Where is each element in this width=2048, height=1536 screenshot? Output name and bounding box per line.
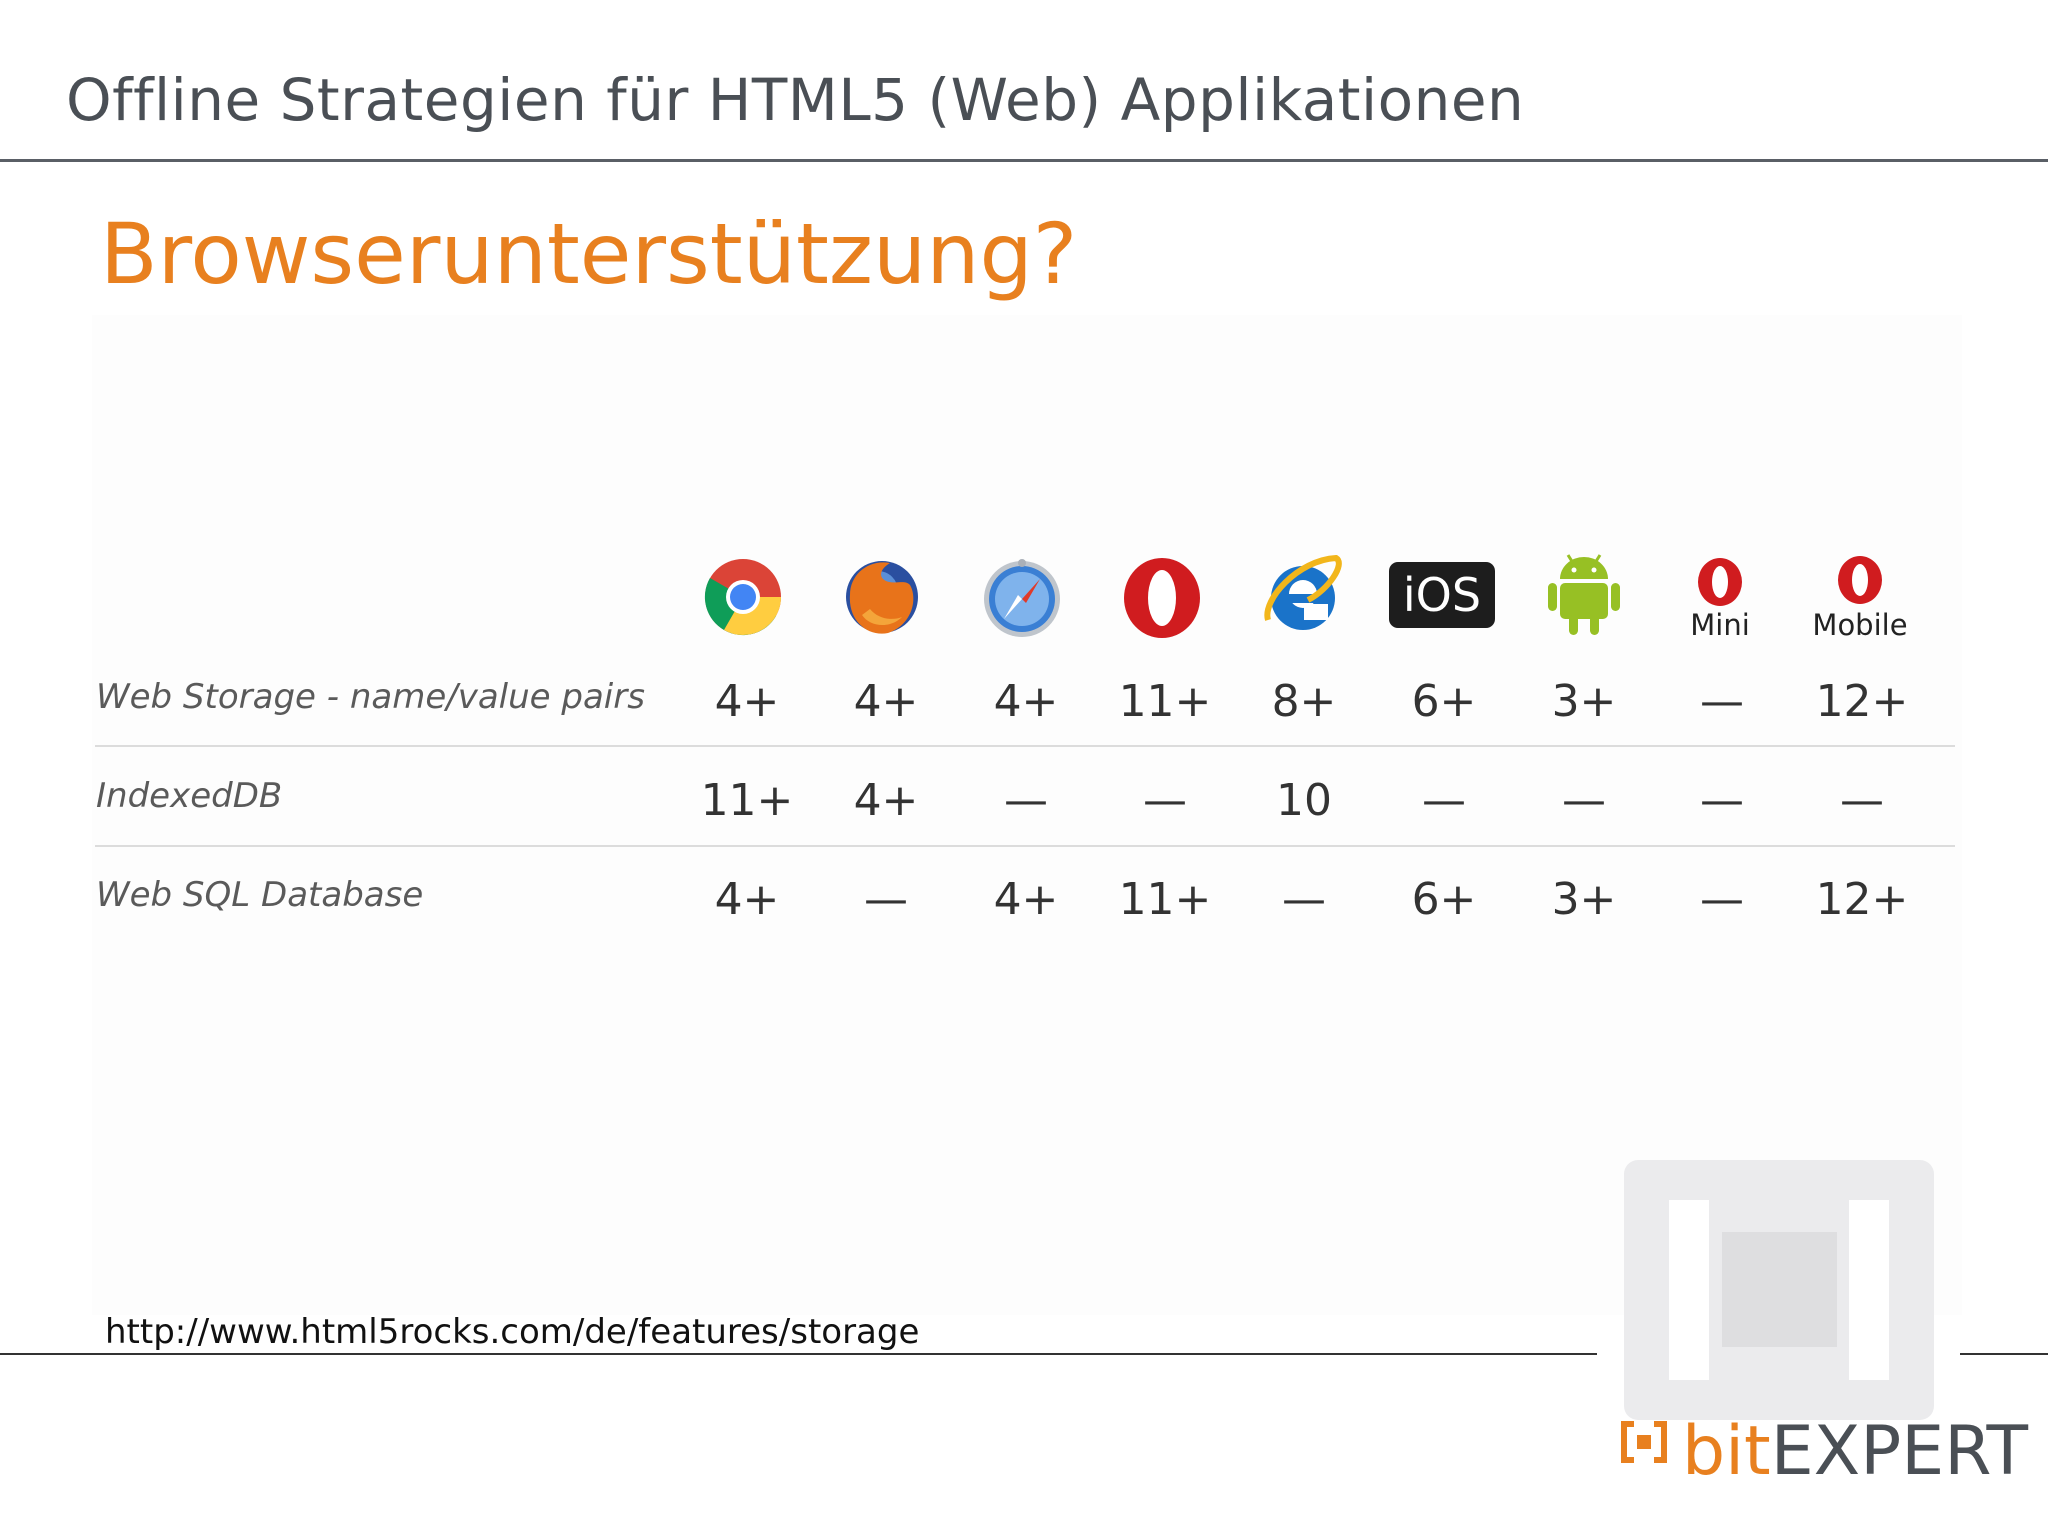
opera-mini-icon bbox=[1698, 558, 1742, 606]
cell-web-sql-ie: — bbox=[1282, 874, 1326, 925]
opera-icon bbox=[1124, 558, 1200, 638]
cell-web-storage-ie: 8+ bbox=[1271, 676, 1337, 727]
cell-web-sql-ios: 6+ bbox=[1411, 874, 1477, 925]
row-label-web-sql: Web SQL Database bbox=[96, 875, 424, 915]
cell-indexeddb-firefox: 4+ bbox=[853, 775, 919, 826]
opera-mobile-caption: Mobile bbox=[1812, 608, 1908, 642]
cell-indexeddb-safari: — bbox=[1004, 775, 1048, 826]
brand-expert: EXPERT bbox=[1770, 1412, 2029, 1491]
cell-web-storage-chrome: 4+ bbox=[714, 676, 780, 727]
chrome-icon bbox=[704, 559, 781, 636]
row-divider bbox=[95, 845, 1955, 847]
header-title: Offline Strategien für HTML5 (Web) Appli… bbox=[66, 66, 1525, 134]
cell-web-storage-opera: 11+ bbox=[1118, 676, 1212, 727]
bitexpert-wordmark: bitEXPERT bbox=[1682, 1418, 2028, 1486]
cell-web-sql-chrome: 4+ bbox=[714, 874, 780, 925]
android-icon bbox=[1548, 554, 1620, 635]
cell-indexeddb-opera-mini: — bbox=[1700, 775, 1744, 826]
footer-divider bbox=[1960, 1353, 2048, 1355]
footer-divider bbox=[0, 1353, 1597, 1355]
cell-indexeddb-ios: — bbox=[1422, 775, 1466, 826]
source-link[interactable]: http://www.html5rocks.com/de/features/st… bbox=[105, 1312, 920, 1352]
cell-indexeddb-chrome: 11+ bbox=[700, 775, 794, 826]
brand-bit: bit bbox=[1682, 1412, 1771, 1491]
row-divider bbox=[95, 745, 1955, 747]
cell-web-sql-opera: 11+ bbox=[1118, 874, 1212, 925]
cell-web-storage-safari: 4+ bbox=[993, 676, 1059, 727]
header-divider bbox=[0, 159, 2048, 162]
cell-indexeddb-ie: 10 bbox=[1276, 775, 1332, 826]
cell-indexeddb-opera-mobile: — bbox=[1840, 775, 1884, 826]
opera-mini-caption: Mini bbox=[1690, 608, 1750, 642]
cell-web-storage-opera-mobile: 12+ bbox=[1815, 676, 1909, 727]
safari-icon bbox=[984, 559, 1060, 637]
cell-web-storage-android: 3+ bbox=[1551, 676, 1617, 727]
internet-explorer-icon bbox=[1264, 554, 1342, 630]
cell-web-storage-ios: 6+ bbox=[1411, 676, 1477, 727]
cell-web-sql-opera-mobile: 12+ bbox=[1815, 874, 1909, 925]
cell-web-sql-firefox: — bbox=[864, 874, 908, 925]
opera-mobile-icon bbox=[1838, 556, 1882, 604]
firefox-icon bbox=[846, 561, 918, 634]
slide-title: Browserunterstützung? bbox=[100, 205, 1078, 303]
bitexpert-logo-icon bbox=[1621, 1421, 1667, 1463]
row-label-indexeddb: IndexedDB bbox=[96, 776, 283, 816]
ios-icon: iOS bbox=[1389, 562, 1495, 628]
cell-web-sql-android: 3+ bbox=[1551, 874, 1617, 925]
cell-web-sql-opera-mini: — bbox=[1700, 874, 1744, 925]
cell-web-storage-firefox: 4+ bbox=[853, 676, 919, 727]
cell-indexeddb-opera: — bbox=[1143, 775, 1187, 826]
brand-watermark-icon bbox=[1624, 1160, 1934, 1420]
cell-web-storage-opera-mini: — bbox=[1700, 676, 1744, 727]
row-label-web-storage: Web Storage - name/value pairs bbox=[96, 677, 645, 717]
cell-indexeddb-android: — bbox=[1562, 775, 1606, 826]
ios-label: iOS bbox=[1403, 568, 1481, 622]
table-background bbox=[92, 315, 1962, 1315]
cell-web-sql-safari: 4+ bbox=[993, 874, 1059, 925]
